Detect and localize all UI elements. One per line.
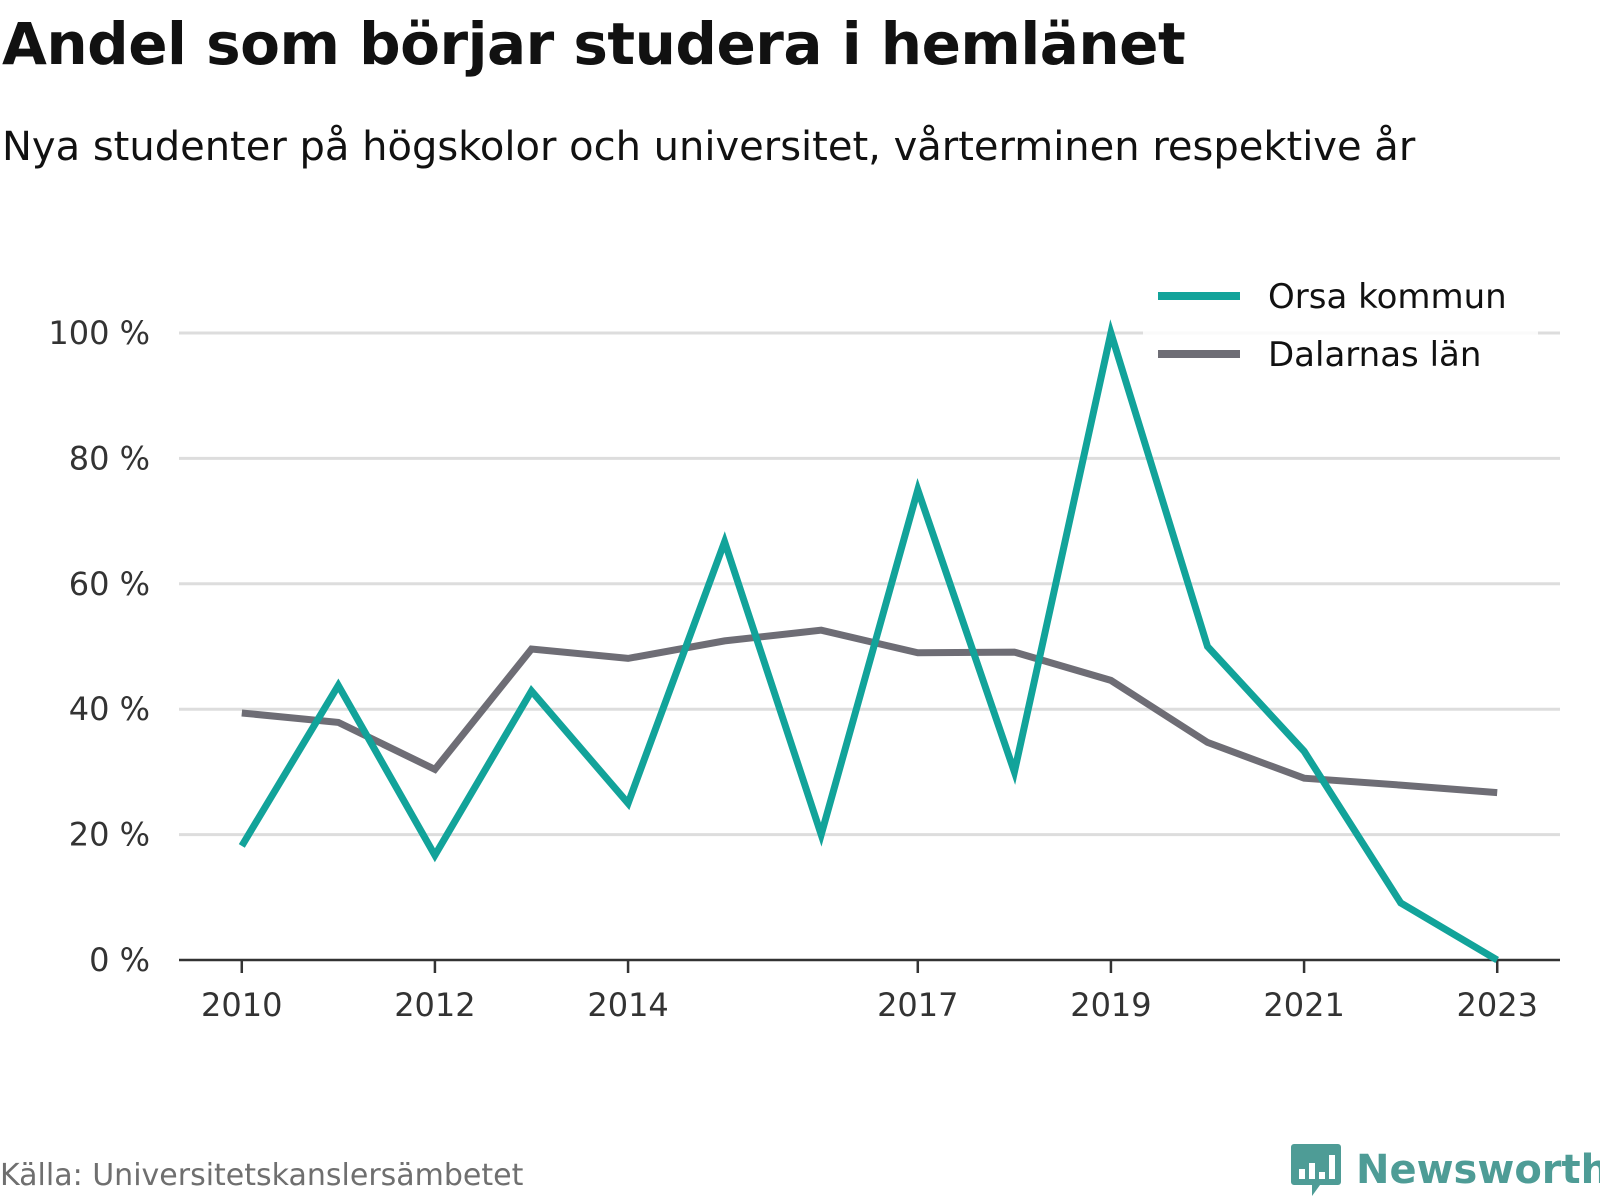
y-tick-label: 40 % [69,690,150,728]
brand-logo: Newsworthy [1290,1140,1600,1200]
x-tick-label: 2014 [587,986,668,1024]
series-line-orsa-kommun [242,333,1497,960]
y-tick-label: 60 % [69,565,150,603]
x-tick-label: 2012 [394,986,475,1024]
y-tick-label: 80 % [69,439,150,477]
line-chart: 0 % 20 % 40 % 60 % 80 % 100 % 2010 2012 2014 2017… [0,0,1600,1120]
x-tick-label: 2019 [1070,986,1151,1024]
y-tick-label: 20 % [69,816,150,854]
source-note: Källa: Universitetskanslersämbetet [0,1158,523,1193]
bar-chart-speech-bubble-icon [1290,1142,1342,1198]
x-tick-label: 2010 [201,986,282,1024]
x-tick-label: 2021 [1263,986,1344,1024]
brand-name: Newsworthy [1356,1147,1600,1193]
y-tick-label: 100 % [48,314,150,352]
y-tick-label: 0 % [89,941,150,979]
x-tick-label: 2023 [1457,986,1538,1024]
legend-label: Orsa kommun [1268,277,1507,317]
x-tick-label: 2017 [877,986,958,1024]
legend-label: Dalarnas län [1268,335,1481,375]
